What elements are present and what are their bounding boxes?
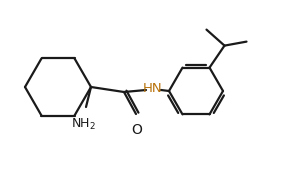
- Text: NH$_2$: NH$_2$: [71, 117, 96, 132]
- Text: O: O: [132, 123, 142, 137]
- Text: HN: HN: [143, 83, 163, 95]
